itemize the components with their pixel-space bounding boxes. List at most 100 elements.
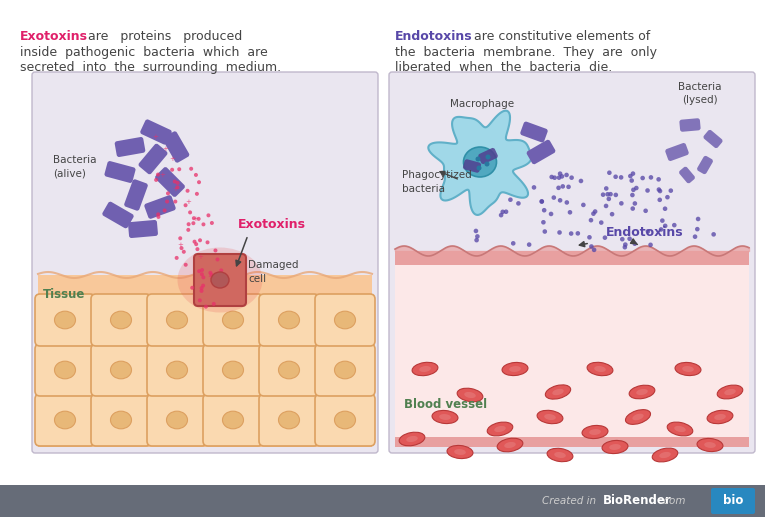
Circle shape	[200, 289, 203, 293]
Text: Phagocytized
bacteria: Phagocytized bacteria	[402, 171, 472, 193]
FancyBboxPatch shape	[711, 488, 755, 514]
Circle shape	[154, 178, 158, 182]
Ellipse shape	[334, 411, 356, 429]
Ellipse shape	[589, 429, 601, 435]
Circle shape	[516, 201, 521, 206]
Circle shape	[711, 232, 716, 237]
Circle shape	[589, 244, 594, 249]
Circle shape	[588, 235, 592, 239]
Circle shape	[175, 186, 180, 189]
Ellipse shape	[629, 385, 655, 399]
FancyBboxPatch shape	[315, 344, 375, 396]
Ellipse shape	[707, 410, 733, 424]
Circle shape	[605, 192, 610, 196]
Ellipse shape	[457, 388, 483, 402]
Circle shape	[565, 200, 569, 205]
Text: Tissue: Tissue	[43, 288, 86, 301]
Ellipse shape	[552, 389, 564, 395]
Circle shape	[633, 201, 637, 206]
Circle shape	[628, 174, 633, 178]
Circle shape	[633, 241, 637, 246]
FancyBboxPatch shape	[679, 166, 695, 184]
Circle shape	[656, 187, 661, 192]
FancyBboxPatch shape	[666, 143, 688, 161]
Circle shape	[156, 215, 161, 219]
Circle shape	[695, 227, 700, 232]
Ellipse shape	[715, 414, 726, 420]
FancyBboxPatch shape	[128, 220, 158, 238]
Circle shape	[658, 189, 662, 193]
Ellipse shape	[54, 411, 76, 429]
Circle shape	[607, 171, 612, 175]
Circle shape	[610, 212, 614, 217]
FancyBboxPatch shape	[315, 294, 375, 346]
Circle shape	[173, 179, 177, 184]
Polygon shape	[428, 111, 532, 215]
Circle shape	[669, 188, 673, 193]
Ellipse shape	[439, 414, 451, 420]
Circle shape	[201, 284, 205, 287]
Circle shape	[646, 229, 650, 234]
Circle shape	[660, 218, 665, 223]
Text: .com: .com	[660, 496, 685, 506]
Text: +: +	[192, 216, 198, 222]
Ellipse shape	[537, 410, 563, 424]
Ellipse shape	[547, 448, 573, 462]
FancyBboxPatch shape	[35, 344, 95, 396]
Circle shape	[186, 189, 190, 193]
Circle shape	[212, 302, 216, 306]
Circle shape	[207, 214, 210, 217]
Circle shape	[640, 176, 645, 180]
FancyBboxPatch shape	[463, 159, 481, 173]
Circle shape	[542, 229, 547, 234]
Circle shape	[549, 175, 554, 179]
Ellipse shape	[278, 311, 300, 329]
Circle shape	[663, 223, 668, 228]
FancyBboxPatch shape	[315, 394, 375, 446]
Ellipse shape	[334, 311, 356, 329]
Ellipse shape	[167, 411, 187, 429]
Circle shape	[627, 236, 632, 241]
Circle shape	[623, 245, 627, 250]
Circle shape	[187, 222, 190, 226]
Circle shape	[556, 186, 561, 190]
FancyBboxPatch shape	[145, 195, 176, 219]
Circle shape	[200, 268, 204, 272]
Bar	[38, 275, 372, 447]
Circle shape	[200, 272, 204, 276]
Text: Bacteria
(alive): Bacteria (alive)	[53, 156, 96, 178]
Ellipse shape	[54, 361, 76, 379]
Circle shape	[156, 212, 160, 216]
Circle shape	[589, 218, 594, 222]
FancyBboxPatch shape	[703, 130, 723, 148]
Ellipse shape	[497, 438, 522, 452]
Ellipse shape	[609, 444, 621, 450]
Circle shape	[649, 175, 653, 180]
Circle shape	[216, 257, 220, 262]
Circle shape	[165, 200, 169, 204]
Circle shape	[201, 276, 205, 279]
Text: +: +	[152, 134, 158, 140]
Circle shape	[194, 242, 198, 246]
FancyBboxPatch shape	[526, 140, 555, 164]
Text: Endotoxins: Endotoxins	[606, 225, 684, 238]
Circle shape	[213, 249, 217, 252]
Circle shape	[552, 195, 556, 200]
Circle shape	[630, 178, 634, 183]
Bar	[395, 437, 749, 447]
Text: secreted  into  the  surrounding  medium.: secreted into the surrounding medium.	[20, 61, 281, 74]
Circle shape	[198, 298, 202, 302]
Circle shape	[557, 230, 562, 235]
Ellipse shape	[223, 411, 243, 429]
Circle shape	[475, 234, 480, 239]
FancyBboxPatch shape	[155, 167, 185, 197]
FancyBboxPatch shape	[203, 344, 263, 396]
Ellipse shape	[110, 361, 132, 379]
Circle shape	[474, 229, 478, 233]
FancyBboxPatch shape	[520, 121, 548, 143]
Ellipse shape	[594, 366, 606, 372]
FancyBboxPatch shape	[32, 72, 378, 453]
Circle shape	[665, 195, 669, 200]
Circle shape	[156, 173, 160, 177]
Circle shape	[657, 197, 662, 202]
